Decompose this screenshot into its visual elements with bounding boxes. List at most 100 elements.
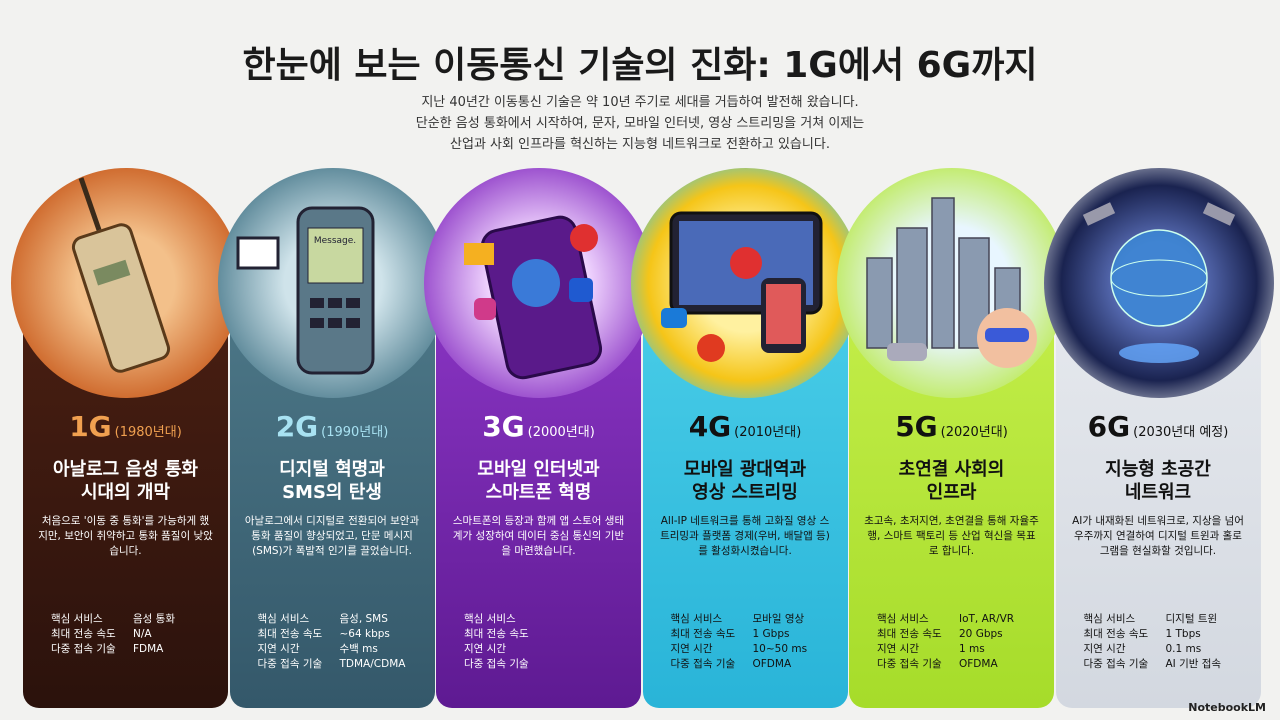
generation-label: 1G (1980년대) (23, 410, 228, 443)
heading-line: 초연결 사회의 (898, 459, 1005, 480)
generation-heading: 아날로그 음성 통화 시대의 개막 (23, 458, 228, 504)
spec-list: 핵심 서비스 음성, SMS 최대 전송 속도 ~64 kbps 지연 시간 수백 ms 다… (258, 612, 425, 672)
spec-value: 1 Gbps (752, 628, 790, 640)
spec-label: 핵심 서비스 (257, 613, 310, 625)
spec-label: 최대 전송 속도 (464, 628, 529, 640)
generation-era: (1980년대) (114, 425, 182, 440)
spec-value: N/A (133, 628, 152, 640)
generation-illustration (837, 168, 1067, 398)
spec-label: 최대 전송 속도 (670, 628, 736, 640)
heading-line: 모바일 광대역과 (683, 459, 807, 480)
spec-label: 지연 시간 (670, 643, 713, 655)
spec-label: 지연 시간 (464, 643, 506, 655)
generation-era: (2020년대) (940, 425, 1008, 440)
spec-label: 지연 시간 (877, 643, 919, 655)
generation-era: (2000년대) (527, 425, 595, 440)
generation-name: 3G (482, 410, 525, 443)
spec-label: 지연 시간 (1083, 643, 1126, 655)
generation-description: 스마트폰의 등장과 함께 앱 스토어 생태계가 성장하여 데이터 중심 통신의 … (452, 515, 625, 557)
generation-description: 처음으로 '이동 중 통화'를 가능하게 했지만, 보안이 취약하고 통화 품질… (38, 515, 213, 557)
heading-line: 시대의 개막 (80, 482, 171, 503)
generation-heading: 디지털 혁명과 SMS의 탄생 (230, 458, 435, 504)
spec-label: 최대 전송 속도 (1083, 628, 1149, 640)
generation-description: All-IP 네트워크를 통해 고화질 영상 스트리밍과 플랫폼 경제(우버, … (660, 515, 830, 557)
spec-value: 디지털 트윈 (1165, 613, 1218, 625)
illustration (866, 197, 1037, 368)
spec-label: 최대 전송 속도 (877, 628, 942, 640)
brand: NotebookLM (1188, 701, 1266, 714)
subtitle-line: 단순한 음성 통화에서 시작하여, 문자, 모바일 인터넷, 영상 스트리밍을 … (415, 116, 865, 131)
generation-name: 4G (688, 410, 732, 443)
heading-line: 아날로그 음성 통화 (52, 459, 198, 480)
spec-label: 다중 접속 기술 (464, 658, 529, 670)
generation-heading: 모바일 인터넷과 스마트폰 혁명 (436, 458, 641, 504)
spec-value: OFDMA (752, 658, 792, 670)
heading-line: 디지털 혁명과 (279, 459, 385, 480)
spec-label: 핵심 서비스 (51, 613, 103, 625)
generation-label: 5G (2020년대) (849, 410, 1054, 443)
generation-description: AI가 내재화된 네트워크로, 지상을 넘어 우주까지 연결하여 디지털 트윈과… (1072, 515, 1244, 557)
spec-spacer (546, 657, 631, 672)
illustration: Message. (236, 206, 374, 375)
screen-text: Message. (313, 236, 355, 246)
spec-value: 0.1 ms (1165, 643, 1202, 655)
spec-spacer (546, 627, 631, 642)
spec-list: 핵심 서비스 IoT, AR/VR 최대 전송 속도 20 Gbps 지연 시간 1 ms… (877, 612, 1044, 672)
generation-illustration (1043, 168, 1274, 398)
spec-label: 핵심 서비스 (877, 613, 929, 625)
spec-list: 핵심 서비스 음성 통화 최대 전송 속도 N/A 다중 접속 기술 FDMA (51, 612, 218, 657)
heading-line: 네트워크 (1124, 482, 1192, 503)
generation-era: (2030년대 예정) (1133, 425, 1229, 440)
spec-label: 핵심 서비스 (670, 613, 723, 625)
spec-label: 지연 시간 (257, 643, 300, 655)
spec-value: 10~50 ms (752, 643, 808, 655)
generation-heading: 지능형 초공간 네트워크 (1056, 458, 1261, 504)
spec-value: 1 Tbps (1165, 628, 1201, 640)
spec-label: 핵심 서비스 (464, 613, 516, 625)
generation-label: 3G (2000년대) (436, 410, 641, 443)
illustration (71, 177, 171, 373)
spec-label: 다중 접속 기술 (257, 658, 323, 670)
spec-label: 다중 접속 기술 (670, 658, 736, 670)
subtitle: 지난 40년간 이동통신 기술은 약 10년 주기로 세대를 거듭하여 발전해 … (0, 92, 1280, 155)
spec-value: 1 ms (959, 643, 985, 655)
generation-name: 2G (275, 410, 319, 443)
spec-value: AI 기반 접속 (1165, 658, 1222, 670)
spec-value: FDMA (133, 643, 164, 655)
generation-heading: 모바일 광대역과 영상 스트리밍 (643, 458, 848, 504)
spec-label: 다중 접속 기술 (877, 658, 942, 670)
generation-illustration (424, 168, 654, 398)
spec-value: 20 Gbps (959, 628, 1003, 640)
heading-line: 모바일 인터넷과 (477, 459, 600, 480)
spec-label: 다중 접속 기술 (1083, 658, 1149, 670)
generation-label: 2G (1990년대) (230, 410, 435, 443)
spec-label: 다중 접속 기술 (51, 643, 116, 655)
generation-description: 아날로그에서 디지털로 전환되어 보안과 통화 품질이 향상되었고, 단문 메시… (244, 515, 420, 557)
heading-line: 영상 스트리밍 (692, 482, 798, 503)
spec-value: OFDMA (959, 658, 998, 670)
heading-line: 인프라 (926, 482, 977, 503)
spec-value: TDMA/CDMA (339, 658, 406, 670)
spec-spacer (546, 642, 631, 657)
subtitle-line: 지난 40년간 이동통신 기술은 약 10년 주기로 세대를 거듭하여 발전해 … (421, 95, 859, 110)
spec-label: 핵심 서비스 (1083, 613, 1136, 625)
generation-name: 5G (895, 410, 938, 443)
generation-description: 초고속, 초저지연, 초연결을 통해 자율주행, 스마트 팩토리 등 산업 혁신… (864, 515, 1039, 557)
generation-label: 6G (2030년대 예정) (1056, 410, 1261, 443)
spec-value: 음성 통화 (133, 613, 175, 625)
title: 한눈에 보는 이동통신 기술의 진화: 1G에서 6G까지 (242, 45, 1038, 86)
spec-value: IoT, AR/VR (959, 613, 1015, 625)
heading-line: 스마트폰 혁명 (485, 482, 592, 503)
spec-value: 음성, SMS (339, 613, 388, 625)
generation-era: (1990년대) (321, 425, 389, 440)
generation-label: 4G (2010년대) (643, 410, 848, 443)
spec-value: 모바일 영상 (752, 613, 805, 625)
spec-value: ~64 kbps (339, 628, 390, 640)
heading-line: 지능형 초공간 (1105, 459, 1211, 480)
subtitle-line: 산업과 사회 인프라를 혁신하는 지능형 네트워크로 전환하고 있습니다. (450, 137, 830, 152)
generation-illustration (630, 168, 861, 398)
spec-spacer (546, 612, 631, 627)
